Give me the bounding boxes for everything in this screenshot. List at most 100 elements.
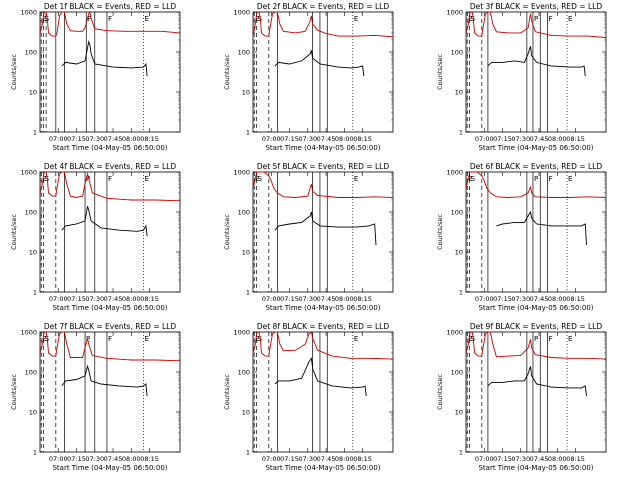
x-tick-label: 08:00 bbox=[548, 295, 567, 303]
time-marker-label: F bbox=[108, 15, 112, 23]
x-tick-label: 07:45 bbox=[317, 295, 336, 303]
series-line-events bbox=[274, 211, 377, 246]
time-marker-label: S bbox=[471, 175, 476, 183]
y-axis-label: Counts/sec bbox=[10, 54, 18, 90]
x-tick-label: 07:45 bbox=[530, 455, 549, 463]
panel-det-8: Det 8f BLACK = Events, RED = LLD 1 10 100 10… bbox=[223, 322, 394, 472]
time-marker-label: F bbox=[549, 175, 553, 183]
time-marker-label: E bbox=[468, 175, 472, 183]
time-marker-label: F bbox=[549, 15, 553, 23]
x-tick-label: 07:15 bbox=[280, 295, 299, 303]
x-tick-label: 07:30 bbox=[85, 295, 104, 303]
x-tick-label: 08:15 bbox=[140, 455, 159, 463]
y-tick-label: 100 bbox=[451, 49, 463, 57]
x-tick-label: 07:30 bbox=[298, 455, 317, 463]
series-line-events bbox=[274, 357, 367, 397]
y-axis-label: Counts/sec bbox=[223, 214, 231, 250]
x-tick-label: 07:15 bbox=[280, 455, 299, 463]
y-tick-label: 10 bbox=[29, 249, 37, 257]
x-tick-label: 07:45 bbox=[104, 135, 123, 143]
panel-title: Det 5f BLACK = Events, RED = LLD bbox=[257, 162, 390, 171]
y-tick-label: 1000 bbox=[20, 9, 37, 17]
panel-det-5: Det 5f BLACK = Events, RED = LLD 1 10 100 10… bbox=[223, 162, 394, 312]
series-line-lld bbox=[465, 11, 607, 38]
x-axis-label: Start Time (04-May-05 06:50:00) bbox=[265, 464, 380, 472]
x-axis-label: Start Time (04-May-05 06:50:00) bbox=[52, 464, 167, 472]
x-tick-label: 07:15 bbox=[493, 135, 512, 143]
y-axis-label: Counts/sec bbox=[223, 374, 231, 410]
x-tick-label: 07:45 bbox=[530, 135, 549, 143]
x-tick-label: 07:30 bbox=[511, 455, 530, 463]
time-marker-label: P bbox=[534, 15, 538, 23]
panel-det-1: Det 1f BLACK = Events, RED = LLD 1 10 100 10… bbox=[10, 2, 181, 152]
time-marker-label: P bbox=[87, 15, 91, 23]
y-tick-label: 1000 bbox=[446, 9, 463, 17]
time-marker-label: F bbox=[108, 175, 112, 183]
series-line-lld bbox=[39, 171, 181, 202]
time-marker-label: F bbox=[108, 335, 112, 343]
x-tick-label: 08:15 bbox=[566, 295, 585, 303]
y-tick-label: 100 bbox=[238, 209, 250, 217]
y-tick-label: 1 bbox=[246, 129, 250, 137]
plot-frame bbox=[465, 11, 607, 133]
x-tick-label: 07:00 bbox=[49, 295, 68, 303]
x-axis-label: Start Time (04-May-05 06:50:00) bbox=[265, 144, 380, 152]
x-tick-label: 07:15 bbox=[67, 455, 86, 463]
y-tick-label: 100 bbox=[25, 209, 37, 217]
x-tick-label: 08:15 bbox=[566, 455, 585, 463]
x-tick-label: 08:15 bbox=[353, 135, 372, 143]
series-line-events bbox=[61, 206, 148, 237]
time-marker-label: E bbox=[144, 335, 148, 343]
time-marker-label: E bbox=[42, 335, 46, 343]
panel-title: Det 1f BLACK = Events, RED = LLD bbox=[44, 2, 177, 11]
x-tick-label: 07:00 bbox=[49, 135, 68, 143]
y-tick-label: 100 bbox=[238, 369, 250, 377]
y-tick-label: 10 bbox=[242, 89, 250, 97]
y-tick-label: 100 bbox=[238, 49, 250, 57]
x-tick-label: 08:00 bbox=[548, 455, 567, 463]
x-tick-label: 08:00 bbox=[122, 455, 141, 463]
y-axis-label: Counts/sec bbox=[436, 54, 444, 90]
panel-title: Det 9f BLACK = Events, RED = LLD bbox=[470, 322, 603, 331]
y-tick-label: 100 bbox=[451, 209, 463, 217]
x-tick-label: 07:15 bbox=[67, 135, 86, 143]
x-tick-label: 08:15 bbox=[353, 295, 372, 303]
plot-frame bbox=[465, 331, 607, 453]
x-tick-label: 08:15 bbox=[566, 135, 585, 143]
series-line-lld bbox=[252, 171, 394, 198]
series-line-lld bbox=[252, 11, 394, 38]
time-marker-label: E bbox=[354, 15, 358, 23]
time-marker-label: E bbox=[42, 15, 46, 23]
y-tick-label: 1 bbox=[33, 289, 37, 297]
plot-frame bbox=[465, 171, 607, 293]
time-marker-label: P bbox=[86, 175, 90, 183]
x-tick-label: 07:30 bbox=[511, 135, 530, 143]
y-axis-label: Counts/sec bbox=[10, 214, 18, 250]
panel-det-4: Det 4f BLACK = Events, RED = LLD 1 10 100 10… bbox=[10, 162, 181, 312]
time-marker-label: E bbox=[354, 335, 358, 343]
y-tick-label: 1000 bbox=[233, 9, 250, 17]
x-tick-label: 07:30 bbox=[85, 135, 104, 143]
x-tick-label: 08:00 bbox=[335, 295, 354, 303]
x-axis-label: Start Time (04-May-05 06:50:00) bbox=[52, 304, 167, 312]
x-tick-label: 07:00 bbox=[49, 455, 68, 463]
x-axis-label: Start Time (04-May-05 06:50:00) bbox=[265, 304, 380, 312]
y-tick-label: 10 bbox=[455, 249, 463, 257]
time-marker-label: E bbox=[568, 15, 572, 23]
x-tick-label: 07:00 bbox=[262, 455, 281, 463]
y-tick-label: 1 bbox=[33, 449, 37, 457]
plot-frame bbox=[39, 171, 181, 293]
y-tick-label: 10 bbox=[242, 409, 250, 417]
panel-det-2: Det 2f BLACK = Events, RED = LLD 1 10 100 10… bbox=[223, 2, 394, 152]
y-tick-label: 10 bbox=[29, 409, 37, 417]
y-tick-label: 1000 bbox=[233, 329, 250, 337]
y-tick-label: 1000 bbox=[233, 169, 250, 177]
y-tick-label: 1 bbox=[246, 289, 250, 297]
panel-title: Det 7f BLACK = Events, RED = LLD bbox=[44, 322, 177, 331]
x-tick-label: 08:00 bbox=[548, 135, 567, 143]
x-tick-label: 08:15 bbox=[140, 135, 159, 143]
series-line-lld bbox=[252, 331, 394, 360]
x-tick-label: 07:30 bbox=[511, 295, 530, 303]
x-tick-label: 07:15 bbox=[280, 135, 299, 143]
time-marker-label: E bbox=[255, 335, 259, 343]
